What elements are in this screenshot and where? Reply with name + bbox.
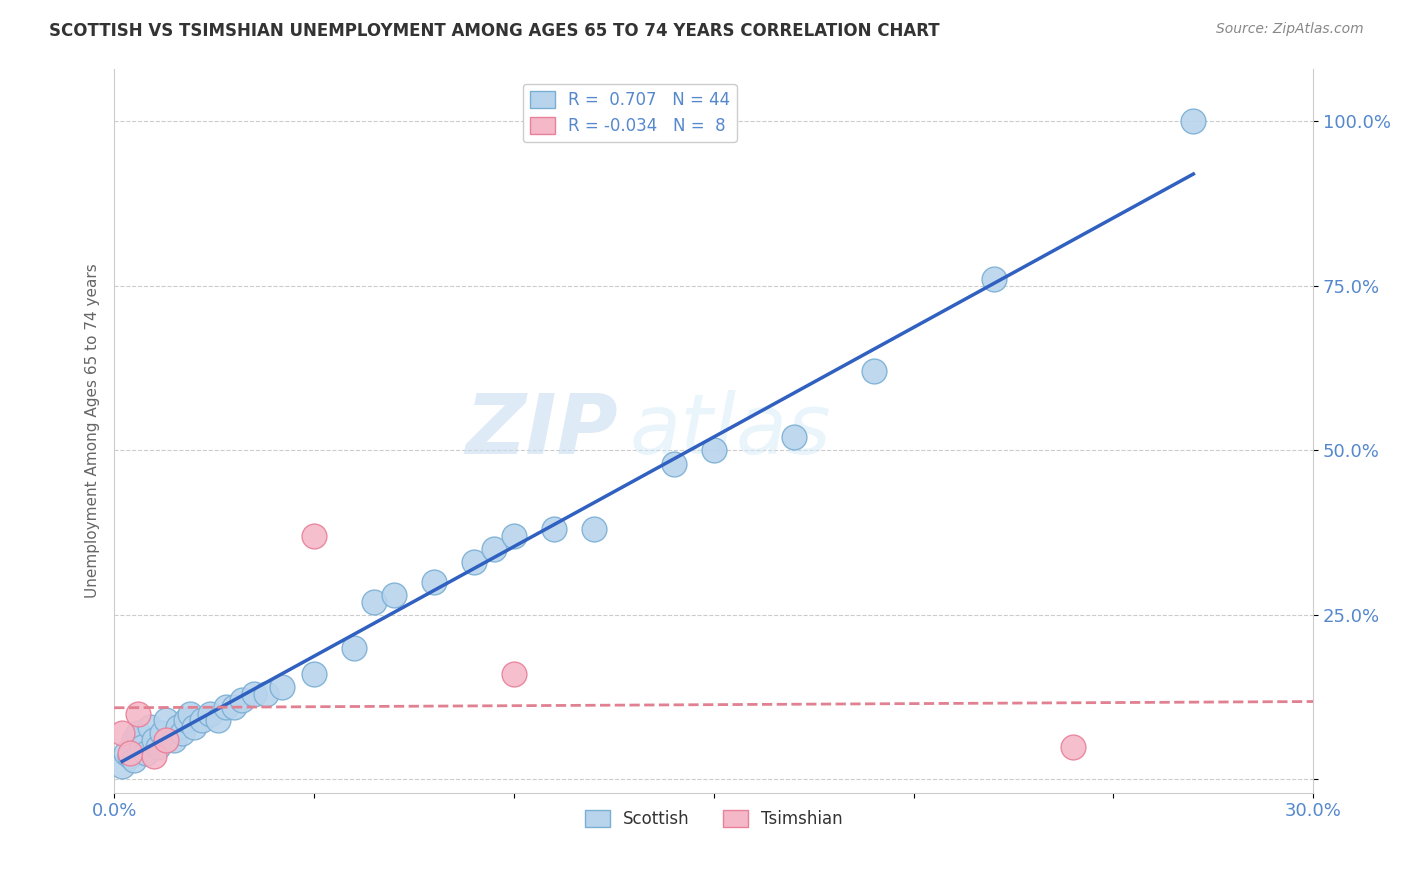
Text: atlas: atlas <box>630 390 831 471</box>
Point <box>127 726 149 740</box>
Point <box>115 746 138 760</box>
Point <box>215 700 238 714</box>
Point <box>122 753 145 767</box>
Point <box>271 681 294 695</box>
Point <box>302 529 325 543</box>
Point <box>120 746 142 760</box>
Point <box>243 687 266 701</box>
Point <box>482 542 505 557</box>
Point <box>302 667 325 681</box>
Legend: Scottish, Tsimshian: Scottish, Tsimshian <box>578 804 849 835</box>
Point <box>179 706 201 721</box>
Point <box>231 693 253 707</box>
Point <box>174 713 197 727</box>
Point <box>135 746 157 760</box>
Point <box>150 726 173 740</box>
Point <box>222 700 245 714</box>
Point <box>502 529 524 543</box>
Point <box>139 720 162 734</box>
Point <box>343 640 366 655</box>
Point <box>382 588 405 602</box>
Point <box>183 720 205 734</box>
Point <box>163 733 186 747</box>
Text: ZIP: ZIP <box>465 390 617 471</box>
Point <box>131 739 153 754</box>
Text: SCOTTISH VS TSIMSHIAN UNEMPLOYMENT AMONG AGES 65 TO 74 YEARS CORRELATION CHART: SCOTTISH VS TSIMSHIAN UNEMPLOYMENT AMONG… <box>49 22 939 40</box>
Point <box>703 443 725 458</box>
Point <box>862 364 884 378</box>
Point <box>111 726 134 740</box>
Point <box>582 522 605 536</box>
Text: Source: ZipAtlas.com: Source: ZipAtlas.com <box>1216 22 1364 37</box>
Point <box>983 272 1005 286</box>
Point <box>167 720 190 734</box>
Point <box>363 595 385 609</box>
Point <box>155 713 177 727</box>
Point <box>463 555 485 569</box>
Point <box>146 739 169 754</box>
Point <box>111 759 134 773</box>
Point <box>1182 114 1205 128</box>
Point <box>502 667 524 681</box>
Point <box>122 733 145 747</box>
Point <box>143 749 166 764</box>
Point <box>155 733 177 747</box>
Point <box>543 522 565 536</box>
Point <box>423 574 446 589</box>
Point <box>191 713 214 727</box>
Y-axis label: Unemployment Among Ages 65 to 74 years: Unemployment Among Ages 65 to 74 years <box>86 263 100 598</box>
Point <box>1062 739 1084 754</box>
Point <box>198 706 221 721</box>
Point <box>782 430 804 444</box>
Point <box>662 457 685 471</box>
Point <box>207 713 229 727</box>
Point <box>143 733 166 747</box>
Point <box>127 706 149 721</box>
Point <box>254 687 277 701</box>
Point <box>120 749 142 764</box>
Point <box>172 726 194 740</box>
